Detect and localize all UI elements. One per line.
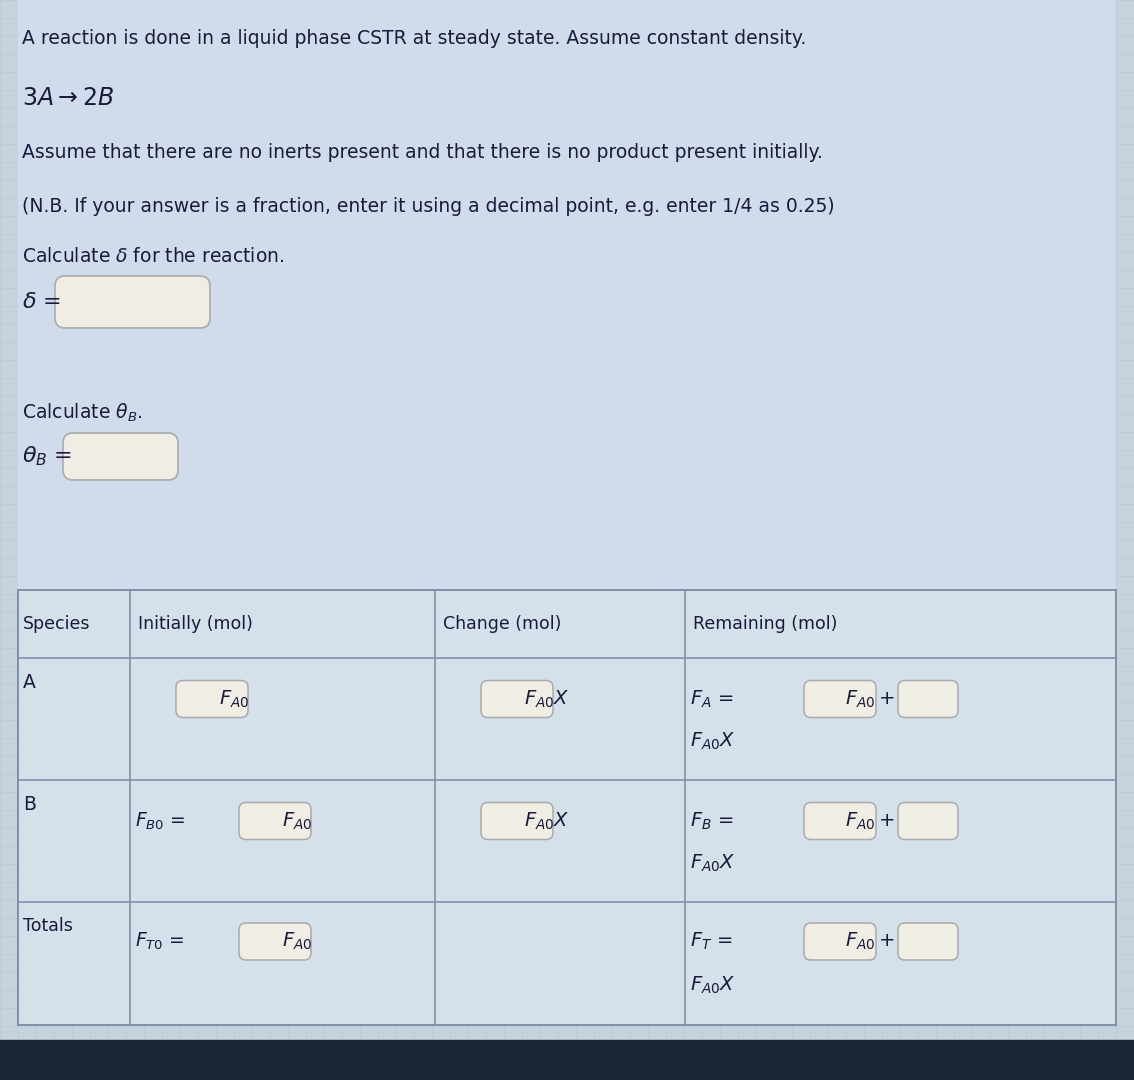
- FancyBboxPatch shape: [804, 923, 875, 960]
- Text: $F_{A0}X$: $F_{A0}X$: [689, 852, 736, 874]
- Text: $F_{A0}$: $F_{A0}$: [282, 810, 312, 832]
- FancyBboxPatch shape: [481, 680, 553, 717]
- Text: $F_{A0}$: $F_{A0}$: [219, 688, 249, 710]
- Text: $F_{B0}$ =: $F_{B0}$ =: [135, 810, 185, 832]
- FancyBboxPatch shape: [239, 802, 311, 839]
- Text: $F_{A0}X$: $F_{A0}X$: [689, 730, 736, 752]
- Text: B: B: [23, 795, 36, 814]
- Text: $F_{A0}X$: $F_{A0}X$: [689, 975, 736, 996]
- FancyBboxPatch shape: [64, 433, 178, 480]
- FancyBboxPatch shape: [176, 680, 248, 717]
- Text: $F_{A0}X$: $F_{A0}X$: [524, 810, 569, 832]
- FancyBboxPatch shape: [56, 276, 210, 328]
- Text: Initially (mol): Initially (mol): [138, 615, 253, 633]
- Text: $F_{A0}+$: $F_{A0}+$: [845, 931, 895, 953]
- Text: $F_{A0}+$: $F_{A0}+$: [845, 688, 895, 710]
- Text: $F_{A0}$: $F_{A0}$: [282, 931, 312, 953]
- FancyBboxPatch shape: [239, 923, 311, 960]
- Text: (N.B. If your answer is a fraction, enter it using a decimal point, e.g. enter 1: (N.B. If your answer is a fraction, ente…: [22, 197, 835, 216]
- Text: $F_{A0}X$: $F_{A0}X$: [524, 688, 569, 710]
- FancyBboxPatch shape: [898, 802, 958, 839]
- Text: Totals: Totals: [23, 917, 73, 935]
- Text: Calculate $\delta$ for the reaction.: Calculate $\delta$ for the reaction.: [22, 246, 285, 266]
- FancyBboxPatch shape: [481, 802, 553, 839]
- Text: Calculate $\theta_B$.: Calculate $\theta_B$.: [22, 402, 143, 424]
- Text: $F_A$ =: $F_A$ =: [689, 688, 734, 710]
- Text: Species: Species: [23, 615, 91, 633]
- Text: A: A: [23, 673, 36, 692]
- FancyBboxPatch shape: [898, 923, 958, 960]
- Text: $3A \rightarrow 2B$: $3A \rightarrow 2B$: [22, 86, 115, 110]
- Text: Change (mol): Change (mol): [443, 615, 561, 633]
- Bar: [0, 1040, 1134, 1080]
- Bar: [18, 590, 1116, 1025]
- Text: $\theta_B$ =: $\theta_B$ =: [22, 445, 73, 469]
- FancyBboxPatch shape: [898, 680, 958, 717]
- Text: $F_{T0}$ =: $F_{T0}$ =: [135, 931, 185, 953]
- Text: $F_B$ =: $F_B$ =: [689, 810, 734, 832]
- Text: Assume that there are no inerts present and that there is no product present ini: Assume that there are no inerts present …: [22, 144, 823, 162]
- Text: $F_{A0}+$: $F_{A0}+$: [845, 810, 895, 832]
- FancyBboxPatch shape: [804, 802, 875, 839]
- Bar: [18, 0, 1116, 645]
- FancyBboxPatch shape: [804, 680, 875, 717]
- Text: $F_T$ =: $F_T$ =: [689, 931, 733, 953]
- Text: Remaining (mol): Remaining (mol): [693, 615, 837, 633]
- Text: A reaction is done in a liquid phase CSTR at steady state. Assume constant densi: A reaction is done in a liquid phase CST…: [22, 28, 806, 48]
- Text: $\delta$ =: $\delta$ =: [22, 292, 61, 312]
